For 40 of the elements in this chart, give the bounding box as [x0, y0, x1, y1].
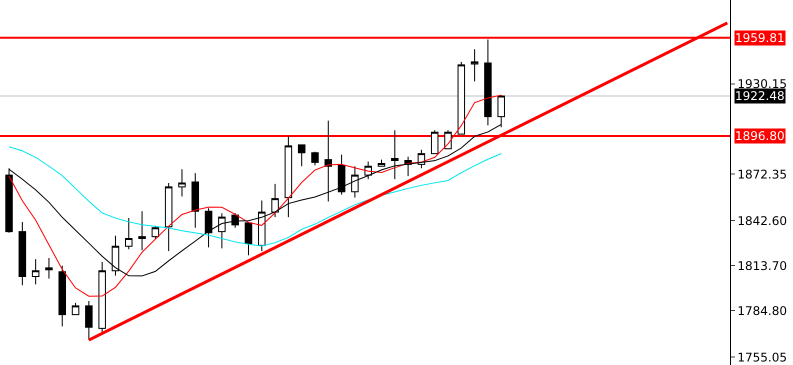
y-tick-label: 1872.35 [737, 167, 788, 182]
line-series [8, 146, 502, 246]
candlestick [444, 130, 452, 150]
candlestick [218, 212, 226, 249]
candlestick [152, 225, 160, 239]
candlestick [311, 151, 319, 166]
ref-line-label: 1959.81 [735, 31, 785, 45]
candlestick [484, 38, 492, 126]
candlestick [72, 302, 80, 316]
candlestick [338, 154, 346, 196]
candlestick [430, 130, 438, 154]
candlestick [138, 210, 146, 251]
candlestick [271, 183, 279, 218]
candlestick [178, 168, 186, 198]
candlestick [85, 300, 93, 341]
candlestick [125, 218, 133, 250]
candlestick [284, 136, 292, 218]
candlestick [458, 61, 466, 135]
y-tick-label: 1930.15 [737, 77, 788, 92]
candlestick [58, 265, 66, 327]
candlestick [32, 258, 40, 285]
candlestick [298, 144, 306, 167]
candlestick [18, 221, 26, 286]
y-tick-label: 1842.60 [737, 214, 788, 228]
candlestick [45, 258, 53, 280]
candlestick [98, 262, 106, 333]
y-tick-label: 1755.05 [737, 350, 788, 364]
candlestick [351, 166, 359, 198]
y-tick-label: 1784.80 [737, 304, 788, 318]
ref-line-label: 1896.80 [735, 129, 785, 143]
candlestick [204, 208, 212, 248]
candlestick [164, 182, 172, 252]
candlestick [258, 200, 266, 252]
candlestick [378, 159, 386, 167]
ref-line-label: 1922.48 [735, 89, 785, 103]
candlestick [244, 222, 252, 256]
y-tick-label: 1813.70 [737, 258, 788, 273]
candlestick [192, 172, 200, 228]
candlestick [391, 130, 399, 180]
candlestick [470, 48, 478, 82]
